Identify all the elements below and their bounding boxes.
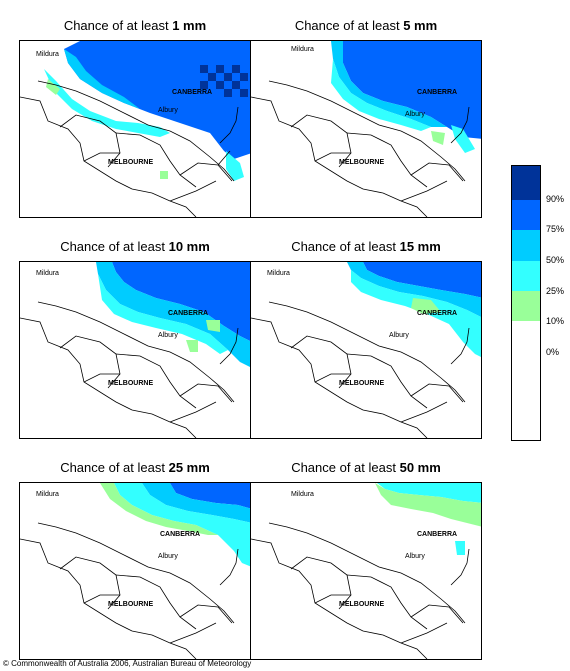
label-mildura: Mildura (36, 270, 59, 277)
label-albury: Albury (405, 111, 425, 118)
label-mildura: Mildura (267, 270, 290, 277)
boundaries (20, 301, 239, 438)
boundaries (251, 80, 470, 217)
map-svg (251, 262, 481, 438)
legend-swatch-90-100 (512, 166, 540, 200)
probability-shading (100, 483, 250, 567)
dark-blue-patches (200, 65, 248, 97)
label-melbourne: MELBOURNE (339, 159, 385, 166)
legend-swatch-25-50 (512, 261, 540, 291)
probability-shading (375, 483, 481, 555)
boundaries (251, 301, 470, 438)
label-canberra: CANBERRA (168, 310, 209, 317)
panel-15mm: Chance of at least 15 mm Mildura C (250, 239, 482, 439)
copyright-notice: © Commonwealth of Australia 2006, Austra… (3, 659, 252, 668)
legend-swatch-0-10 (512, 321, 540, 440)
panel-title: Chance of at least 1 mm (63, 18, 207, 33)
label-melbourne: MELBOURNE (339, 380, 385, 387)
panel-title: Chance of at least 10 mm (60, 239, 210, 254)
panel-5mm: Chance of at least 5 mm Mildura CA (250, 18, 482, 218)
label-albury: Albury (158, 332, 178, 339)
legend-tick-75: 75% (546, 224, 565, 234)
label-mildura: Mildura (36, 491, 59, 498)
rainfall-probability-map: Mildura CANBERRA Albury MELBOURNE (19, 482, 251, 660)
panel-25mm: Chance of at least 25 mm Mildura CANBERR… (19, 460, 251, 660)
rainfall-probability-map: Mildura CANBERRA Albury MELBOURNE (19, 40, 251, 218)
label-mildura: Mildura (291, 491, 314, 498)
probability-shading (96, 262, 250, 367)
label-melbourne: MELBOURNE (108, 601, 154, 608)
panel-1mm: Chance of at least 1 mm (19, 18, 251, 218)
panel-title: Chance of at least 5 mm (294, 18, 438, 33)
rainfall-probability-map: Mildura CANBERRA Albury MELBOURNE (19, 261, 251, 439)
label-melbourne: MELBOURNE (108, 159, 154, 166)
label-albury: Albury (158, 553, 178, 560)
panel-50mm: Chance of at least 50 mm Mildura CANBERR… (250, 460, 482, 660)
label-albury: Albury (158, 107, 178, 114)
label-albury: Albury (389, 332, 409, 339)
legend-swatch-50-75 (512, 230, 540, 261)
map-svg (251, 483, 481, 659)
label-canberra: CANBERRA (160, 531, 201, 538)
label-melbourne: MELBOURNE (339, 601, 385, 608)
map-svg (20, 262, 250, 438)
probability-shading (331, 41, 481, 153)
probability-shading (347, 262, 481, 357)
probability-legend (511, 165, 541, 441)
label-canberra: CANBERRA (417, 89, 458, 96)
panel-title: Chance of at least 15 mm (291, 239, 441, 254)
rainfall-probability-map: Mildura CANBERRA Albury MELBOURNE (250, 261, 482, 439)
rainfall-probability-map: Mildura CANBERRA Albury MELBOURNE (250, 40, 482, 218)
label-canberra: CANBERRA (417, 531, 458, 538)
label-melbourne: MELBOURNE (108, 380, 154, 387)
legend-swatch-10-25 (512, 291, 540, 321)
map-svg (20, 41, 250, 217)
rainfall-probability-map: Mildura CANBERRA Albury MELBOURNE (250, 482, 482, 660)
legend-tick-25: 25% (546, 286, 565, 296)
label-canberra: CANBERRA (172, 89, 213, 96)
panel-10mm: Chance of at least 10 mm Mildura C (19, 239, 251, 439)
legend-tick-90: 90% (546, 194, 565, 204)
legend-tick-10: 10% (546, 316, 565, 326)
label-mildura: Mildura (291, 46, 314, 53)
boundaries (251, 522, 470, 659)
map-svg (251, 41, 481, 217)
legend-swatch-75-90 (512, 200, 540, 230)
legend-tick-0: 0% (546, 347, 560, 357)
boundaries (20, 522, 239, 659)
label-mildura: Mildura (36, 51, 59, 58)
label-canberra: CANBERRA (417, 310, 458, 317)
panel-title: Chance of at least 25 mm (60, 460, 210, 475)
label-albury: Albury (405, 553, 425, 560)
map-svg (20, 483, 250, 659)
legend-tick-50: 50% (546, 255, 565, 265)
boundaries (20, 80, 239, 217)
panel-title: Chance of at least 50 mm (291, 460, 441, 475)
